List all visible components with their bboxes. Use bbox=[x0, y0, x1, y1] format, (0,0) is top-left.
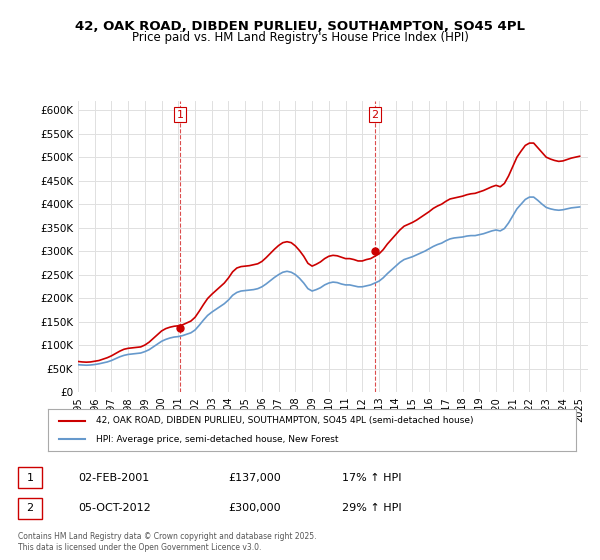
Text: 42, OAK ROAD, DIBDEN PURLIEU, SOUTHAMPTON, SO45 4PL (semi-detached house): 42, OAK ROAD, DIBDEN PURLIEU, SOUTHAMPTO… bbox=[95, 416, 473, 425]
Text: HPI: Average price, semi-detached house, New Forest: HPI: Average price, semi-detached house,… bbox=[95, 435, 338, 444]
Text: Price paid vs. HM Land Registry's House Price Index (HPI): Price paid vs. HM Land Registry's House … bbox=[131, 31, 469, 44]
Text: £300,000: £300,000 bbox=[228, 503, 281, 514]
Text: 2: 2 bbox=[26, 503, 34, 514]
Text: 1: 1 bbox=[26, 473, 34, 483]
Text: 1: 1 bbox=[176, 110, 184, 119]
Text: 42, OAK ROAD, DIBDEN PURLIEU, SOUTHAMPTON, SO45 4PL: 42, OAK ROAD, DIBDEN PURLIEU, SOUTHAMPTO… bbox=[75, 20, 525, 32]
Text: 29% ↑ HPI: 29% ↑ HPI bbox=[342, 503, 401, 514]
Text: 05-OCT-2012: 05-OCT-2012 bbox=[78, 503, 151, 514]
Text: 2: 2 bbox=[371, 110, 379, 119]
Text: £137,000: £137,000 bbox=[228, 473, 281, 483]
Text: 17% ↑ HPI: 17% ↑ HPI bbox=[342, 473, 401, 483]
Text: 02-FEB-2001: 02-FEB-2001 bbox=[78, 473, 149, 483]
Text: Contains HM Land Registry data © Crown copyright and database right 2025.
This d: Contains HM Land Registry data © Crown c… bbox=[18, 532, 317, 552]
